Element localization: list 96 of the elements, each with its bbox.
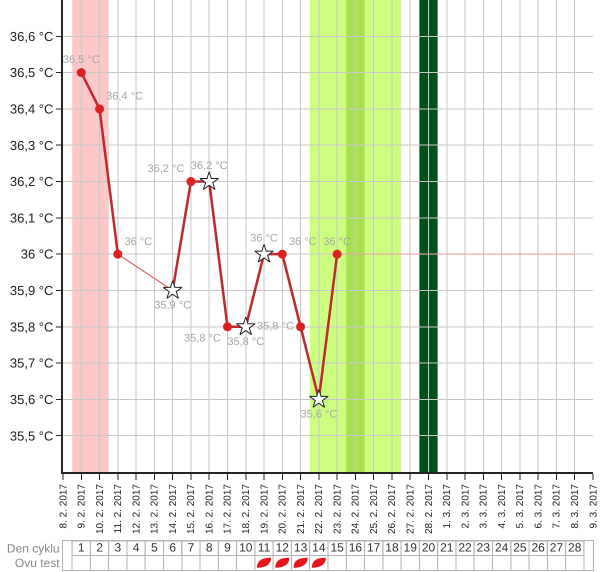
x-tick-label: 10. 2. 2017: [94, 484, 106, 534]
data-label: 36,5 °C: [62, 54, 100, 66]
x-tick-label: 19. 2. 2017: [259, 484, 270, 534]
x-tick-label: 17. 2. 2017: [222, 484, 234, 534]
data-label: 4: [132, 540, 140, 554]
y-tick-label: 36,3 °C: [10, 138, 54, 153]
y-tick-label: Den cyklu: [6, 541, 60, 556]
data-label: 36 °C: [323, 236, 352, 248]
data-label: 21: [440, 540, 454, 554]
x-tick-label: 26. 2. 2017: [387, 484, 398, 534]
x-tick-label: 25. 2. 2017: [368, 484, 380, 534]
data-label: 26: [531, 540, 546, 554]
y-tick-label: 36,4 °C: [10, 101, 54, 116]
x-tick-label: 16. 2. 2017: [204, 484, 216, 534]
x-tick-label: 20. 2. 2017: [278, 484, 289, 534]
point: [222, 322, 232, 332]
y-tick-label: 36,2 °C: [10, 174, 54, 190]
x-tick-label: 18. 2. 2017: [241, 484, 252, 534]
data-label: 35,8 °C: [227, 336, 264, 348]
data-label: 36,4 °C: [106, 90, 144, 103]
data-label: 35,8 °C: [257, 320, 294, 333]
point: [95, 104, 104, 114]
data-label: 36 °C: [250, 232, 278, 245]
x-tick-label: 12. 2. 2017: [131, 484, 142, 534]
point: [199, 171, 220, 190]
point: [76, 68, 86, 78]
data-label: 1: [78, 540, 85, 554]
data-label: 8: [206, 540, 213, 554]
data-label: 36,2 °C: [190, 160, 228, 172]
data-label: 9: [224, 540, 232, 554]
x-tick-label: 14. 2. 2017: [168, 484, 179, 534]
y-tick-label: 35,5 °C: [10, 428, 54, 444]
y-tick-label: 36 °C: [20, 246, 54, 262]
data-label: 11: [258, 540, 271, 554]
x-tick-label: 21. 2. 2017: [296, 484, 307, 534]
x-tick-label: 22. 2. 2017: [314, 484, 326, 534]
point: [296, 322, 306, 332]
data-label: 28: [568, 540, 582, 554]
data-label: 3: [114, 540, 122, 554]
x-tick-label: 27. 2. 2017: [405, 484, 416, 534]
point: [309, 389, 329, 408]
x-tick-label: 8. 3. 2017: [570, 484, 581, 528]
x-tick-label: 6. 3. 2017: [533, 484, 544, 528]
y-tick-label: 35,8 °C: [10, 319, 54, 334]
x-tick-label: 8. 2. 2017: [58, 484, 70, 528]
data-label: 19: [404, 540, 418, 554]
x-tick-label: 9. 2. 2017: [76, 484, 88, 528]
point: [332, 250, 342, 259]
x-tick-label: 9. 3. 2017: [588, 484, 600, 528]
x-tick-label: 7. 3. 2017: [552, 484, 563, 528]
x-tick-label: 1. 3. 2017: [442, 484, 454, 528]
point: [113, 250, 122, 259]
y-tick-label: Ovu test: [14, 556, 60, 570]
data-label: 14: [312, 540, 326, 554]
x-tick-label: 13. 2. 2017: [150, 484, 161, 534]
x-tick-label: 5. 3. 2017: [515, 484, 526, 528]
data-label: 6: [169, 540, 176, 554]
data-label: 22: [458, 540, 472, 554]
data-label: 17: [367, 540, 381, 554]
data-label: 5: [151, 540, 158, 554]
x-tick-label: 28. 2. 2017: [424, 484, 435, 534]
point: [278, 250, 287, 259]
data-label: 35,8 °C: [184, 332, 221, 345]
x-tick-label: 2. 3. 2017: [460, 484, 472, 528]
y-tick-label: 35,7 °C: [10, 356, 54, 371]
data-label: 36 °C: [124, 236, 152, 248]
data-label: 18: [385, 540, 399, 554]
data-label: 23: [476, 540, 490, 554]
data-label: 36,2 °C: [147, 163, 184, 176]
y-tick-label: 35,9 °C: [10, 283, 54, 298]
x-tick-label: 24. 2. 2017: [350, 484, 362, 534]
data-label: 10: [239, 540, 253, 554]
y-tick-label: 36,5 °C: [10, 65, 54, 80]
point: [254, 244, 274, 263]
point: [186, 177, 196, 186]
point: [162, 280, 182, 299]
data-label: 27: [550, 540, 564, 554]
data-label: 12: [276, 540, 290, 554]
y-tick-label: 36,1 °C: [10, 210, 54, 226]
data-label: 20: [422, 540, 436, 554]
y-tick-label: 36,6 °C: [10, 28, 54, 44]
data-label: 13: [294, 540, 308, 554]
x-tick-label: 15. 2. 2017: [186, 484, 198, 534]
data-label: 7: [188, 540, 195, 554]
data-label: 25: [513, 540, 527, 554]
data-label: 24: [494, 540, 509, 554]
x-tick-label: 11. 2. 2017: [113, 484, 124, 534]
point: [236, 316, 256, 336]
data-label: 16: [348, 540, 362, 554]
x-tick-label: 3. 3. 2017: [478, 484, 490, 528]
x-tick-label: 23. 2. 2017: [332, 484, 344, 534]
data-label: 2: [96, 540, 104, 554]
x-tick-label: 4. 3. 2017: [496, 484, 508, 528]
y-tick-label: 35,6 °C: [10, 392, 54, 407]
data-label: 35,9 °C: [154, 299, 192, 312]
data-label: 15: [330, 540, 344, 554]
